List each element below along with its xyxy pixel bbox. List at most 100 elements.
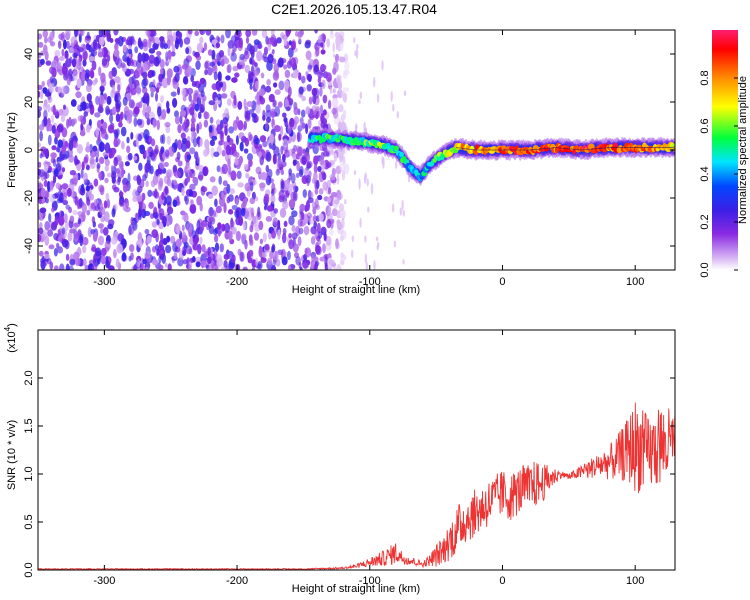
spectrogram-noise-cell — [164, 186, 168, 196]
spectrogram-noise-cell — [116, 243, 123, 254]
spectrogram-noise-cell — [53, 265, 59, 270]
spectrogram-noise-cell — [283, 64, 288, 70]
spectrogram-noise-cell — [316, 179, 320, 190]
spectrogram-noise-cell — [208, 100, 216, 106]
spectrogram-noise-cell — [302, 262, 309, 269]
spectrogram-noise-cell — [234, 152, 240, 158]
spectrogram-noise-cell — [265, 121, 269, 131]
spectrogram-noise-cell — [160, 95, 164, 103]
spectrogram-noise-cell — [238, 37, 243, 49]
spectrogram-noise-cell — [128, 225, 132, 236]
spectrogram-noise-cell — [216, 254, 223, 262]
spectrogram-noise-cell — [100, 129, 108, 139]
spectrogram-noise-cell — [38, 233, 42, 243]
spectrogram-noise-cell — [293, 116, 300, 125]
spectrogram-noise-cell — [214, 97, 219, 106]
spectrogram-noise-cell — [186, 154, 192, 161]
spectrogram-noise-cell — [200, 220, 208, 228]
spectrogram-noise-cell — [249, 45, 255, 55]
spectrogram-noise-cell — [43, 253, 51, 259]
spectrogram-noise-cell — [69, 215, 75, 222]
spectrogram-noise-cell — [39, 207, 47, 214]
spectrogram-y-ticks: -40 -20 0 20 40 — [23, 48, 675, 254]
spectrogram-noise-cell — [184, 195, 189, 205]
spectrogram-noise-cell — [63, 104, 66, 110]
spectrogram-noise-cell — [174, 40, 179, 50]
spectrogram-noise-cell — [322, 94, 328, 104]
spectrogram-noise-cell — [138, 101, 143, 109]
spectrogram-noise-cell — [160, 41, 164, 48]
spectrogram-noise-cell — [39, 258, 46, 264]
spectrogram-noise-cell — [183, 118, 190, 128]
spectrogram-noise-cell — [64, 52, 69, 60]
spectrogram-noise-cell — [271, 265, 277, 270]
spectrogram-noise-cell — [258, 88, 265, 97]
spectrogram-noise-cell — [195, 261, 201, 268]
spectrogram-noise-cell — [322, 109, 327, 116]
spectrogram-noise-cell — [136, 175, 142, 186]
spectrogram-noise-cell — [284, 119, 288, 128]
spectrogram-noise-cell — [47, 95, 53, 103]
spectrogram-y-tick-label: 40 — [23, 48, 35, 60]
snr-y-tick-label: 1.5 — [23, 418, 35, 433]
spectrogram-noise-cell — [255, 257, 259, 267]
spectrogram-noise-cell — [211, 135, 218, 141]
spectrogram-noise-cell — [137, 238, 143, 248]
spectrogram-noise-cell — [170, 51, 176, 57]
spectrogram-noise-cell — [151, 229, 158, 239]
spectrogram-noise-cell — [311, 254, 315, 263]
spectrogram-noise-cell — [285, 106, 291, 112]
spectrogram-noise-cell — [136, 118, 143, 126]
spectrogram-noise-cell — [54, 215, 59, 227]
spectrogram-noise-cell — [156, 51, 162, 56]
spectrogram-noise-cell — [290, 40, 296, 51]
spectrogram-noise-cell — [181, 141, 187, 153]
spectrogram-noise-cell — [46, 122, 50, 132]
spectrogram-noise-cell — [326, 38, 331, 48]
spectrogram-noise-cell — [266, 37, 273, 47]
spectrogram-noise-cell — [95, 157, 99, 163]
spectrogram-noise-cell — [294, 186, 299, 193]
spectrogram-ridge-layer — [307, 127, 675, 186]
spectrogram-noise-cell — [198, 111, 202, 119]
spectrogram-noise-cell — [152, 211, 159, 219]
spectrogram-noise-cell — [290, 57, 297, 68]
colorbar-ticks: 0.0 0.2 0.4 0.6 0.8 — [699, 70, 738, 278]
spectrogram-noise-cell — [377, 241, 380, 248]
spectrogram-noise-cell — [113, 156, 118, 167]
spectrogram-noise-cell — [224, 222, 231, 233]
spectrogram-noise-cell — [243, 120, 247, 130]
spectrogram-noise-cell — [137, 52, 143, 64]
spectrogram-noise-cell — [127, 172, 131, 184]
spectrogram-noise-cell — [91, 264, 98, 270]
spectrogram-noise-cell — [128, 255, 132, 262]
spectrogram-noise-cell — [213, 130, 218, 138]
spectrogram-noise-cell — [84, 72, 90, 82]
spectrogram-noise-cell — [44, 172, 50, 179]
spectrogram-noise-cell — [225, 75, 231, 81]
spectrogram-noise-cell — [185, 47, 190, 55]
spectrogram-noise-cell — [61, 167, 66, 173]
spectrogram-noise-cell — [207, 256, 212, 264]
spectrogram-noise-cell — [104, 158, 110, 167]
spectrogram-noise-cell — [243, 148, 249, 154]
spectrogram-noise-cell — [353, 170, 357, 176]
spectrogram-noise-cell — [99, 156, 105, 164]
spectrogram-noise-cell — [173, 252, 178, 260]
spectrogram-noise-cell — [249, 84, 253, 90]
spectrogram-noise-cell — [97, 47, 105, 58]
spectrogram-noise-cell — [94, 247, 102, 257]
spectrogram-noise-cell — [238, 132, 245, 140]
spectrogram-noise-cell — [177, 86, 180, 96]
snr-y-tick-label: 0.0 — [23, 562, 35, 577]
spectrogram-noise-cell — [332, 97, 339, 108]
spectrogram-noise-cell — [307, 191, 314, 199]
spectrogram-noise-cell — [234, 157, 239, 166]
spectrogram-noise-cell — [292, 153, 297, 161]
spectrogram-noise-cell — [66, 75, 71, 86]
spectrogram-noise-cell — [166, 206, 174, 215]
spectrogram-noise-cell — [162, 238, 168, 246]
spectrogram-noise-cell — [185, 140, 191, 149]
spectrogram-noise-cell — [107, 172, 112, 178]
spectrogram-noise-cell — [155, 92, 158, 102]
